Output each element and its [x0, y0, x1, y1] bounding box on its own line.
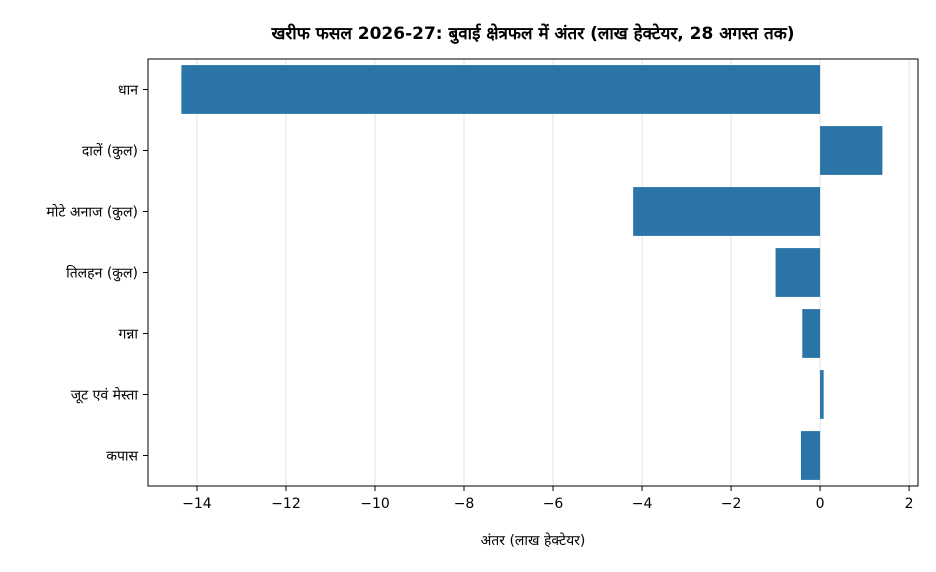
x-tick-label: −12 [271, 496, 301, 512]
x-tick-label: −2 [721, 496, 742, 512]
bar [820, 370, 824, 419]
x-tick-label: −10 [360, 496, 390, 512]
x-tick-label: −4 [632, 496, 653, 512]
x-tick-label: −14 [182, 496, 212, 512]
y-tick-label: धान [118, 83, 138, 99]
bar [820, 126, 883, 175]
bar [775, 248, 821, 297]
bar [633, 187, 821, 236]
y-tick-label: दालें (कुल) [82, 143, 138, 160]
y-axis-ticks: धान दालें (कुल) मोटे अनाज (कुल) तिलहन (कुल)… [46, 83, 148, 465]
y-tick-label: तिलहन (कुल) [66, 265, 138, 282]
y-tick-label: जूट एवं मेस्ता [71, 387, 139, 404]
x-tick-label: 2 [905, 496, 914, 512]
x-axis-ticks: −14 −12 −10 −8 −6 −4 −2 0 2 [182, 486, 914, 512]
x-tick-label: −6 [543, 496, 564, 512]
chart-title: खरीफ फसल 2026-27: बुवाई क्षेत्रफल में अं… [270, 23, 794, 44]
bar [800, 431, 821, 480]
bars [181, 65, 883, 480]
bar [181, 65, 821, 114]
bar [802, 309, 821, 358]
x-tick-label: −8 [454, 496, 475, 512]
y-tick-label: मोटे अनाज (कुल) [46, 204, 138, 221]
y-tick-label: कपास [106, 449, 138, 465]
y-tick-label: गन्ना [119, 327, 139, 343]
x-tick-label: 0 [816, 496, 825, 512]
x-axis-label: अंतर (लाख हेक्टेयर) [481, 532, 586, 549]
grid-lines [196, 59, 910, 486]
